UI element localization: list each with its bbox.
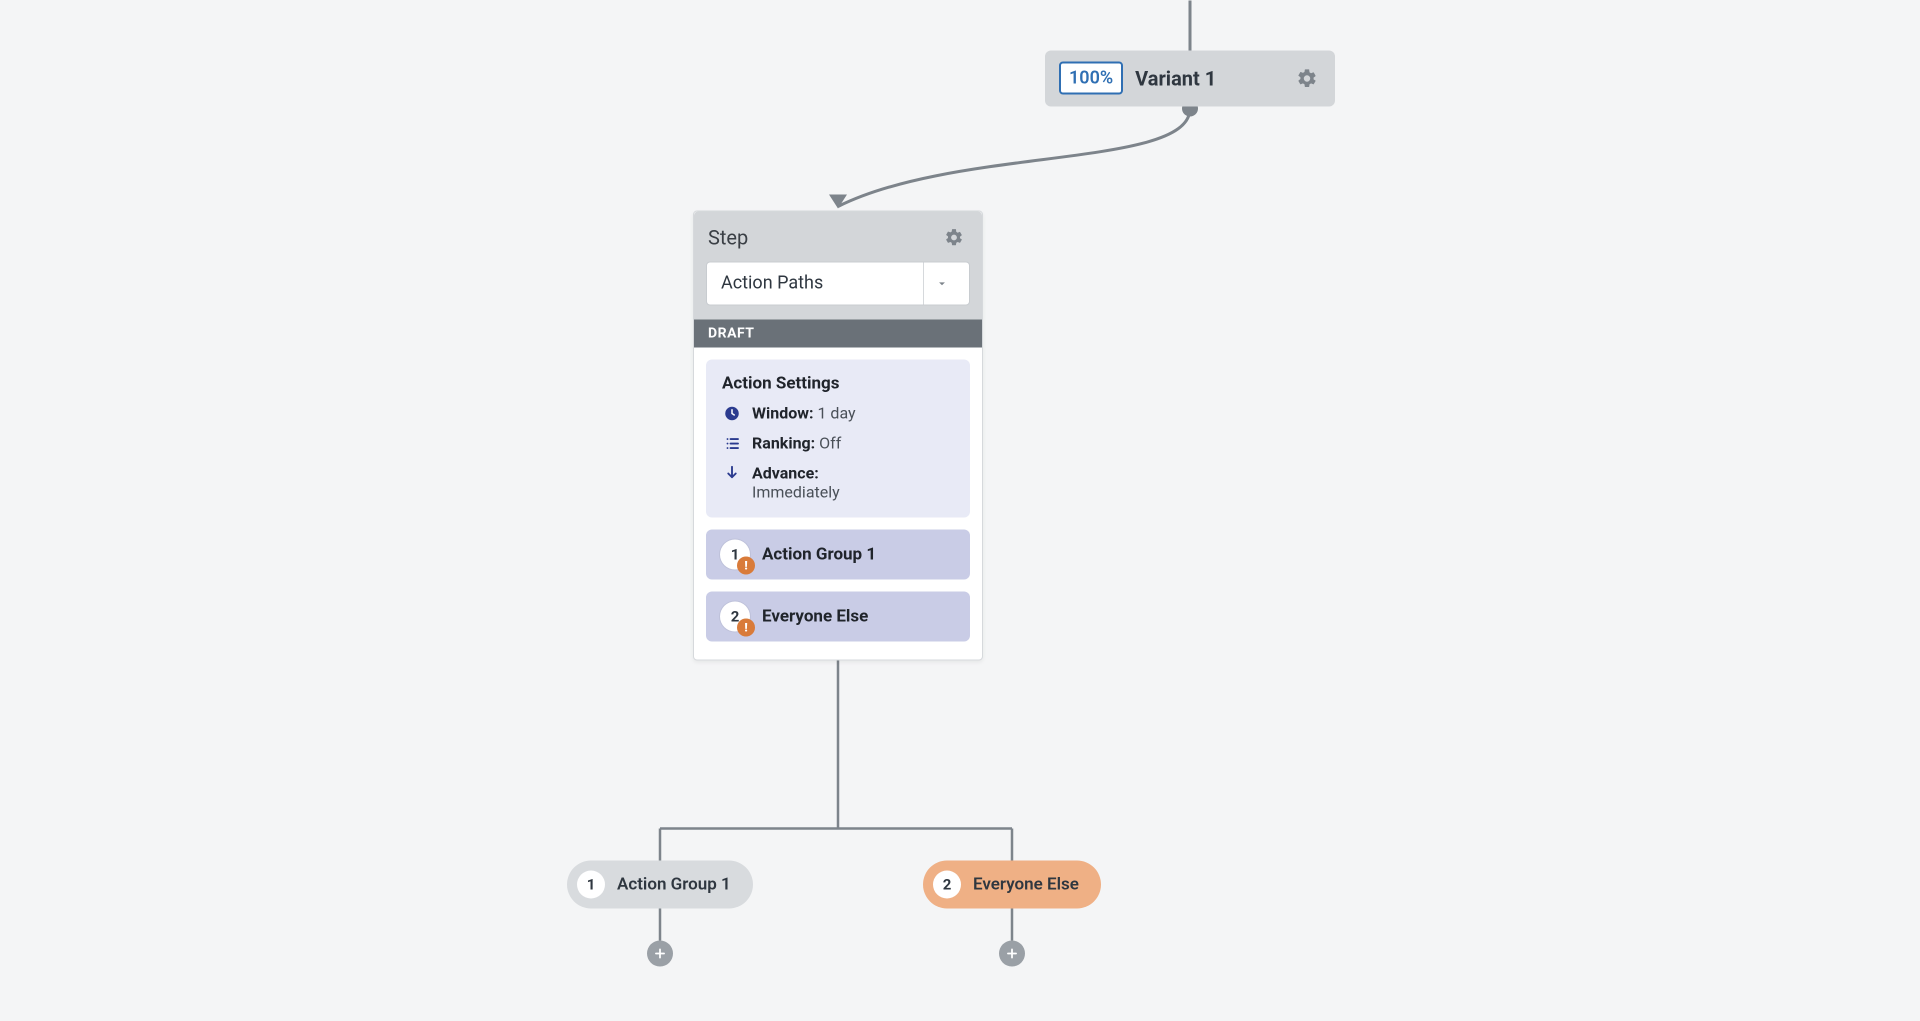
action-settings-block: Action Settings Window: 1 day Ranking: O… [706,359,970,517]
ranking-label: Ranking: [752,433,815,452]
clock-icon [722,403,742,423]
settings-row-window: Window: 1 day [722,403,954,423]
add-step-button[interactable] [999,940,1025,966]
gear-icon[interactable] [940,223,968,251]
branch-number-badge: 1 [577,870,605,898]
window-label: Window: [752,403,814,422]
variant-percent-badge: 100% [1059,62,1123,95]
advance-label: Advance: [752,463,840,482]
variant-node[interactable]: 100% Variant 1 [1045,50,1335,106]
variant-title: Variant 1 [1135,66,1216,90]
step-title: Step [708,225,748,249]
settings-title: Action Settings [722,373,954,393]
branch-pill[interactable]: 2 Everyone Else [923,860,1101,908]
add-step-button[interactable] [647,940,673,966]
step-type-select[interactable]: Action Paths [706,261,970,305]
group-number-badge: 2! [720,601,750,631]
alert-icon: ! [737,618,755,636]
arrow-down-icon [722,463,742,483]
group-label: Action Group 1 [762,544,876,564]
action-group-row[interactable]: 2! Everyone Else [706,591,970,641]
chevron-down-icon [923,262,959,304]
settings-row-advance: Advance:Immediately [722,463,954,501]
action-group-row[interactable]: 1! Action Group 1 [706,529,970,579]
status-bar: DRAFT [694,319,982,347]
group-number-badge: 1! [720,539,750,569]
branch-label: Action Group 1 [617,874,731,894]
step-select-wrap: Action Paths [694,261,982,319]
ranking-icon [722,433,742,453]
alert-icon: ! [737,556,755,574]
branch-pill[interactable]: 1 Action Group 1 [567,860,753,908]
group-label: Everyone Else [762,606,868,626]
step-header: Step [694,211,982,261]
step-card[interactable]: Step Action Paths DRAFT Action Settings … [693,210,983,660]
window-value: 1 day [817,403,855,422]
branch-label: Everyone Else [973,874,1079,894]
settings-row-ranking: Ranking: Off [722,433,954,453]
branch-number-badge: 2 [933,870,961,898]
step-select-label: Action Paths [721,273,823,294]
advance-value: Immediately [752,482,840,501]
flow-canvas: 100% Variant 1 Step Action Paths DRAFT A… [0,0,1920,1021]
gear-icon[interactable] [1293,64,1321,92]
ranking-value: Off [819,433,841,452]
